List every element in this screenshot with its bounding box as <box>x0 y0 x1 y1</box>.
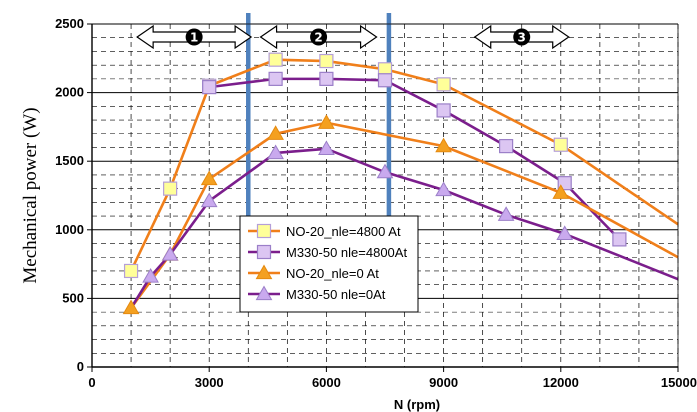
legend-item: M330-50 nle=4800At <box>248 244 407 260</box>
zone-number: 3 <box>518 31 526 45</box>
series-marker-triangle <box>255 264 273 280</box>
zone-annotations: 1 2 3 <box>136 24 570 50</box>
legend-item: NO-20_nle=0 At <box>248 264 379 281</box>
zone-2-annotation: 2 <box>259 24 378 50</box>
series-marker-square <box>553 137 568 152</box>
x-tick-label: 12000 <box>543 375 579 390</box>
series-marker-square <box>268 52 283 67</box>
series-marker-triangle <box>435 137 452 153</box>
y-tick-label: 1000 <box>55 222 84 237</box>
y-tick-label: 500 <box>62 290 84 305</box>
legend-item: NO-20_nle=4800 At <box>248 223 401 239</box>
y-tick-label: 2500 <box>55 16 84 31</box>
series-marker-square <box>256 244 272 260</box>
series-marker-square <box>612 232 627 247</box>
y-tick-label: 2000 <box>55 85 84 100</box>
series-4-markers <box>142 140 574 283</box>
axes <box>91 23 679 368</box>
series-marker-square <box>319 71 334 86</box>
y-axis-label: Mechanical power (W) <box>20 107 41 283</box>
series-marker-square <box>202 80 217 95</box>
x-tick-label: 15000 <box>661 375 697 390</box>
series-marker-triangle <box>318 114 335 129</box>
zone-3-annotation: 3 <box>473 24 570 50</box>
series-marker-triangle <box>267 144 284 160</box>
legend-label: NO-20_nle=4800 At <box>286 224 401 239</box>
legend: NO-20_nle=4800 At M330-50 nle=4800At NO-20… <box>239 215 419 313</box>
tick-labels: 0 500 1000 1500 2000 2500 0 3000 6000 9000 12000 15… <box>55 16 697 390</box>
series-marker-triangle <box>255 285 273 301</box>
series-2-markers <box>202 71 627 247</box>
zone-1-annotation: 1 <box>136 24 253 50</box>
zone-badge <box>185 28 203 46</box>
series-marker-square <box>123 263 139 279</box>
series-marker-triangle <box>267 125 284 140</box>
legend-item: M330-50 nle=0At <box>248 285 386 302</box>
series-line <box>209 77 621 241</box>
series-marker-square <box>319 53 334 69</box>
legend-label: NO-20_nle=0 At <box>286 266 379 281</box>
series-marker-triangle <box>142 267 159 283</box>
series-3 <box>130 121 679 309</box>
series-marker-triangle <box>556 225 574 241</box>
series-marker-square <box>268 71 283 86</box>
x-axis-label: N (rpm) <box>394 397 440 412</box>
series-marker-square <box>436 103 451 118</box>
y-tick-label: 1500 <box>55 153 84 168</box>
x-tick-label: 9000 <box>429 375 458 390</box>
legend-label: M330-50 nle=0At <box>286 287 386 302</box>
series-marker-triangle <box>200 192 218 208</box>
series-2 <box>209 77 621 241</box>
series-marker-square <box>163 181 178 196</box>
zone-number: 1 <box>190 31 198 45</box>
series-marker-square <box>377 73 393 88</box>
legend-label: M330-50 nle=4800At <box>286 245 407 260</box>
series-marker-triangle <box>122 299 140 315</box>
x-tick-label: 0 <box>88 375 95 390</box>
series-marker-square <box>499 139 514 154</box>
series-marker-triangle <box>376 163 394 179</box>
zone-dividers <box>246 13 392 216</box>
series-line <box>130 121 679 309</box>
series-marker-triangle <box>552 184 570 199</box>
series-marker-triangle <box>435 181 452 197</box>
series-group <box>122 52 679 315</box>
series-marker-triangle <box>200 170 218 186</box>
zone-badge <box>513 28 531 46</box>
zone-badge <box>310 28 328 46</box>
series-marker-square <box>256 223 272 239</box>
series-marker-square <box>436 77 451 92</box>
x-tick-label: 3000 <box>195 375 224 390</box>
series-marker-triangle <box>318 140 335 155</box>
series-marker-triangle <box>161 245 179 261</box>
x-tick-label: 6000 <box>312 375 341 390</box>
series-marker-triangle <box>497 206 515 221</box>
zone-number: 2 <box>314 31 322 45</box>
y-tick-label: 0 <box>77 359 84 374</box>
